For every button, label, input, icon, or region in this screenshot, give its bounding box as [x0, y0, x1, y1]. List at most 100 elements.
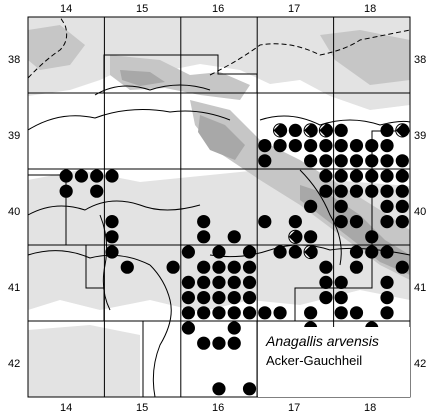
occurrence-dot: [334, 139, 348, 153]
occurrence-dot: [319, 291, 333, 305]
occurrence-dot: [380, 169, 394, 183]
common-name: Acker-Gauchheil: [266, 353, 363, 368]
occurrence-dot: [212, 275, 226, 289]
occurrence-dot: [349, 215, 364, 229]
occurrence-dot-half: [318, 123, 334, 138]
occurrence-dot: [380, 291, 394, 305]
occurrence-dot: [105, 169, 119, 183]
occurrence-dot: [349, 184, 364, 198]
river-line: [27, 200, 201, 216]
axis-label-bottom: 15: [136, 402, 149, 414]
border-line: [27, 16, 68, 79]
occurrence-dot: [365, 139, 379, 153]
occurrence-dot-half: [303, 123, 318, 138]
occurrence-dot: [365, 154, 379, 168]
axis-label-bottom: 16: [212, 402, 225, 414]
occurrence-dot: [105, 230, 119, 244]
axis-label-top: 17: [288, 3, 301, 15]
occurrence-dot: [59, 184, 73, 198]
occurrence-dot: [288, 139, 302, 153]
occurrence-dot: [395, 199, 409, 213]
occurrence-dot: [90, 184, 104, 198]
occurrence-dot: [365, 245, 379, 259]
occurrence-dot: [181, 306, 195, 320]
axis-label-top: 18: [364, 3, 377, 15]
occurrence-dot: [59, 169, 73, 183]
species-legend: Anagallis arvensis Acker-Gauchheil: [258, 327, 410, 397]
occurrence-dot: [242, 306, 257, 320]
occurrence-dot: [395, 260, 409, 274]
region-boundary: [27, 54, 411, 398]
occurrence-dot: [258, 139, 272, 153]
axis-label-left: 42: [8, 358, 21, 370]
occurrence-dot: [380, 139, 394, 153]
border-layer: [27, 16, 411, 79]
occurrence-dot: [365, 184, 379, 198]
occurrence-dot: [212, 306, 226, 320]
occurrence-dot-half: [303, 244, 318, 260]
occurrence-dot: [105, 215, 119, 229]
occurrence-dot: [319, 260, 333, 274]
axis-label-right: 40: [414, 206, 427, 218]
occurrence-dot: [227, 306, 241, 320]
occurrence-dot: [227, 291, 241, 305]
occurrence-dot: [319, 184, 333, 198]
occurrence-dot: [334, 154, 348, 168]
occurrence-dot: [273, 245, 287, 259]
axis-label-right: 38: [414, 54, 427, 66]
occurrence-dot: [74, 169, 89, 183]
occurrence-dot: [380, 306, 394, 320]
axis-label-top: 15: [136, 3, 149, 15]
terrain-dark-region: [198, 115, 245, 160]
occurrence-dot: [197, 306, 211, 320]
occurrence-dot: [227, 275, 241, 289]
axis-label-bottom: 18: [364, 402, 377, 414]
occurrence-dot: [304, 230, 318, 244]
occurrence-dot: [227, 260, 241, 274]
axis-label-left: 39: [8, 130, 21, 142]
occurrence-dot: [197, 275, 211, 289]
occurrence-dot: [395, 184, 409, 198]
occurrence-dot: [334, 275, 348, 289]
occurrence-dot: [380, 184, 394, 198]
occurrence-dot: [334, 184, 348, 198]
occurrence-dot: [365, 230, 379, 244]
occurrence-dot: [288, 123, 302, 137]
occurrence-dot: [258, 306, 272, 320]
occurrence-dot: [212, 245, 226, 259]
occurrence-dot: [227, 336, 241, 350]
occurrence-dot: [181, 321, 195, 335]
occurrence-dot: [212, 382, 226, 396]
occurrence-dot: [380, 199, 394, 213]
river-line: [27, 250, 151, 266]
occurrence-dot: [304, 199, 318, 213]
occurrence-dot-half: [395, 123, 410, 138]
occurrence-dot: [273, 306, 287, 320]
occurrence-dot: [380, 275, 394, 289]
occurrence-dot: [166, 260, 180, 274]
occurrence-dot: [242, 275, 257, 289]
axis-label-right: 41: [414, 282, 427, 294]
occurrence-dot: [212, 336, 226, 350]
occurrence-dot: [258, 215, 272, 229]
axis-label-bottom: 17: [288, 402, 301, 414]
occurrence-dot: [212, 291, 226, 305]
region-outline: [27, 54, 411, 398]
axis-label-top: 14: [60, 3, 73, 15]
occurrence-dot: [319, 139, 333, 153]
river-line: [299, 169, 342, 266]
occurrence-dot-half: [272, 123, 288, 138]
occurrence-dot: [334, 169, 348, 183]
occurrence-dot: [304, 139, 318, 153]
occurrence-dot: [181, 291, 195, 305]
occurrence-dot: [242, 260, 257, 274]
occurrence-dot: [380, 215, 394, 229]
river-line: [259, 115, 411, 126]
occurrence-dot: [349, 154, 364, 168]
occurrence-dot: [334, 199, 348, 213]
terrain-light-region: [28, 325, 140, 397]
occurrence-dot: [227, 230, 241, 244]
axis-label-left: 38: [8, 54, 21, 66]
occurrence-dot: [334, 306, 348, 320]
